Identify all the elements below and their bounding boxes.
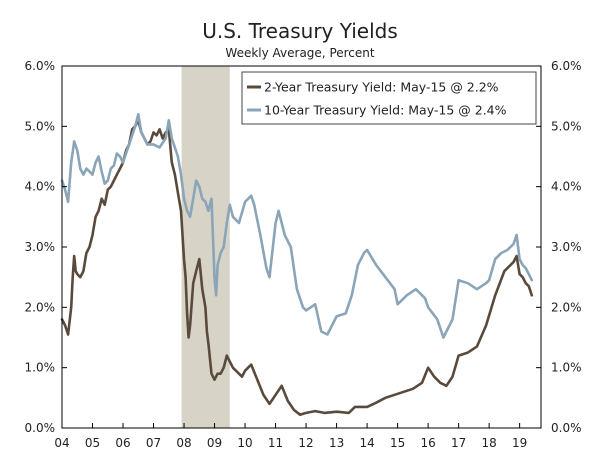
legend-label-2-year: 2-Year Treasury Yield: May-15 @ 2.2% <box>264 80 499 95</box>
y-left-tick-label: 1.0% <box>25 361 56 375</box>
series-line-2-year <box>60 119 534 417</box>
y-right-tick-label: 2.0% <box>551 300 582 314</box>
y-right-tick-label: 5.0% <box>551 119 582 133</box>
x-tick-label: 15 <box>390 436 405 450</box>
y-left-tick-label: 4.0% <box>25 180 56 194</box>
chart-title: U.S. Treasury Yields <box>202 19 398 43</box>
x-tick-label: 05 <box>85 436 100 450</box>
y-right-tick-label: 6.0% <box>551 59 582 73</box>
y-left-tick-label: 6.0% <box>25 59 56 73</box>
y-left-tick-label: 2.0% <box>25 300 56 314</box>
series-line-10-year <box>60 113 534 339</box>
x-tick-label: 06 <box>115 436 130 450</box>
x-tick-label: 08 <box>176 436 191 450</box>
x-tick-label: 19 <box>512 436 527 450</box>
x-tick-label: 16 <box>420 436 435 450</box>
y-left-tick-label: 5.0% <box>25 119 56 133</box>
legend: 2-Year Treasury Yield: May-15 @ 2.2% 10-Y… <box>241 71 537 125</box>
x-tick-label: 14 <box>359 436 374 450</box>
legend-label-10-year: 10-Year Treasury Yield: May-15 @ 2.4% <box>264 103 507 118</box>
y-left-tick-label: 0.0% <box>25 421 56 435</box>
series-layer <box>60 113 534 417</box>
y-left-tick-label: 3.0% <box>25 240 56 254</box>
chart-subtitle: Weekly Average, Percent <box>225 46 374 60</box>
x-tick-label: 07 <box>146 436 161 450</box>
x-tick-label: 09 <box>207 436 222 450</box>
axis-ticks-layer: 0.0% 1.0% 2.0% 3.0% 4.0% 5.0% 6.0% 0.0% 1.0% 2.0%… <box>25 59 582 450</box>
recession-band-0 <box>181 66 230 428</box>
recession-shading-layer <box>181 66 230 428</box>
x-tick-label: 11 <box>268 436 283 450</box>
x-tick-label: 04 <box>54 436 69 450</box>
y-right-tick-label: 0.0% <box>551 421 582 435</box>
x-tick-label: 17 <box>451 436 466 450</box>
x-tick-label: 10 <box>237 436 252 450</box>
x-tick-label: 12 <box>298 436 313 450</box>
y-right-tick-label: 4.0% <box>551 180 582 194</box>
x-tick-label: 13 <box>329 436 344 450</box>
x-tick-label: 18 <box>481 436 496 450</box>
legend-box <box>241 71 537 125</box>
y-right-tick-label: 1.0% <box>551 361 582 375</box>
y-right-tick-label: 3.0% <box>551 240 582 254</box>
